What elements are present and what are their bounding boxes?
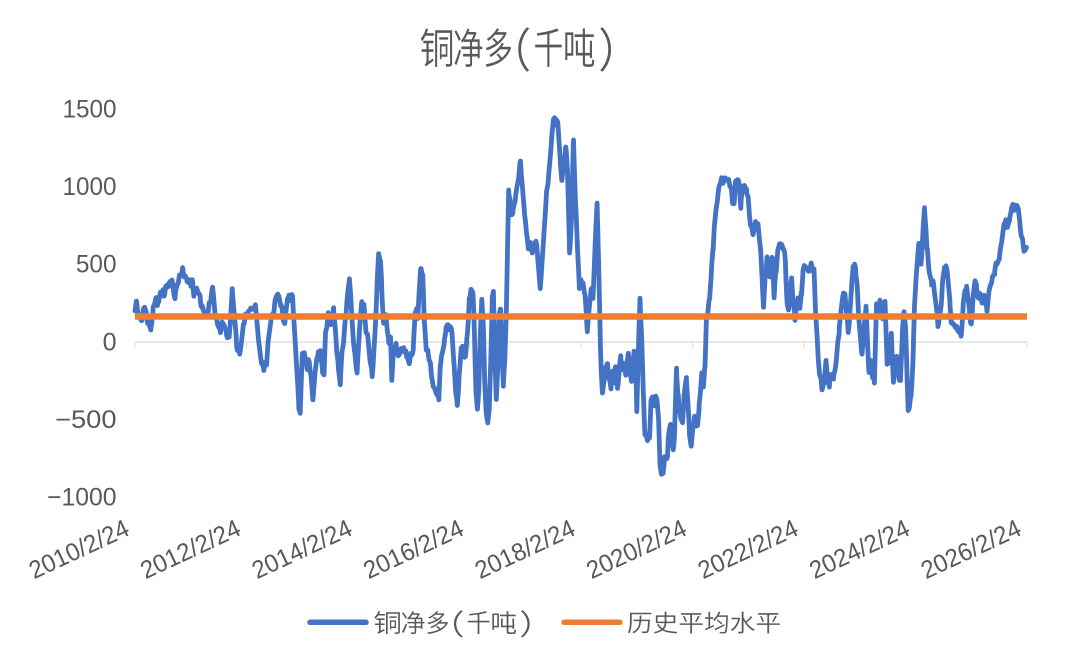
svg-text:1000: 1000 <box>63 173 117 201</box>
svg-text:1500: 1500 <box>63 96 117 124</box>
svg-text:−500: −500 <box>55 406 117 434</box>
svg-text:−1000: −1000 <box>47 484 117 512</box>
svg-text:0: 0 <box>103 328 117 356</box>
svg-text:500: 500 <box>76 251 117 279</box>
